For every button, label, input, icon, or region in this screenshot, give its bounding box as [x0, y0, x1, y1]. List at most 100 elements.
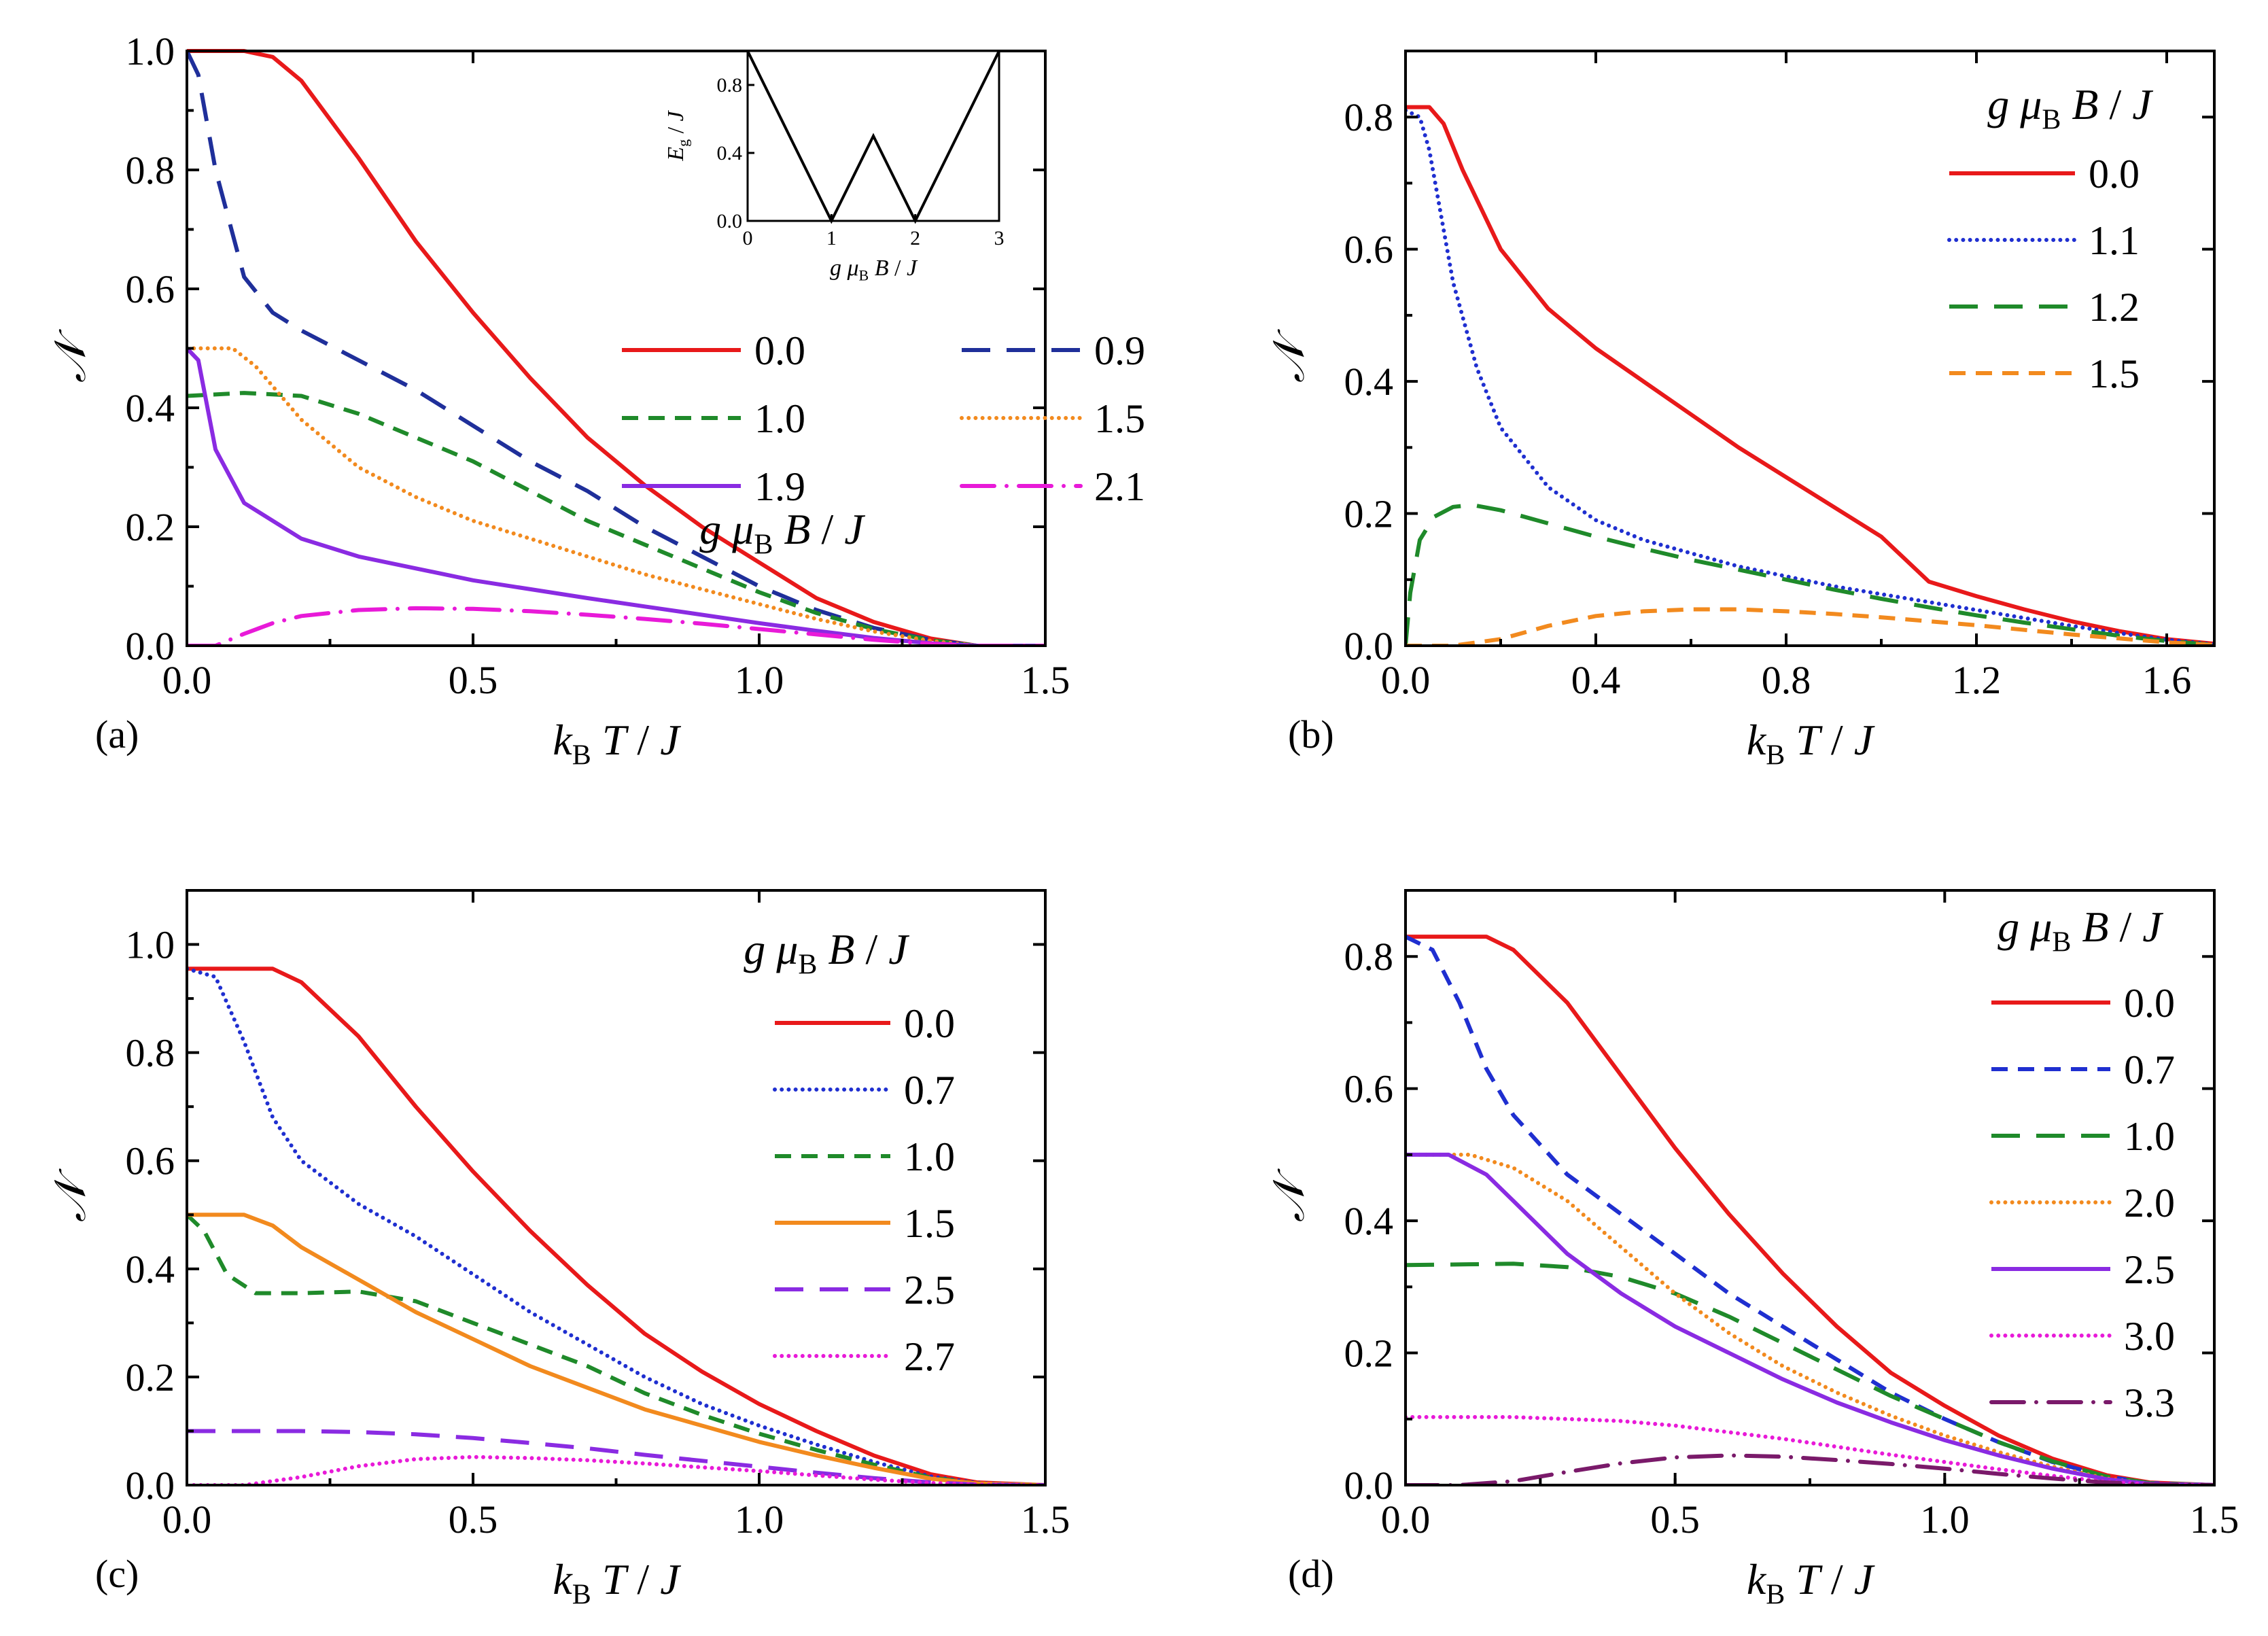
- series-line-1.0: [187, 391, 1045, 646]
- y-axis-label: 𝒩: [1265, 1168, 1313, 1222]
- plot-frame: [1404, 50, 2216, 647]
- panel-label: (a): [95, 712, 139, 756]
- inset-x-tick-label: 2: [910, 227, 920, 249]
- panel-label: (d): [1288, 1552, 1334, 1596]
- series-group: [187, 49, 1045, 646]
- series-line-0.0: [1406, 105, 2214, 646]
- y-tick-label: 0.0: [1344, 624, 1394, 668]
- x-tick-label: 1.5: [1021, 1497, 1070, 1542]
- legend: g μB​ B / J 0.0 0.9 1.0 1.5 1.9 2.1: [622, 328, 1145, 561]
- legend-label: 0.0: [2124, 981, 2175, 1026]
- y-tick-label: 0.0: [126, 624, 175, 668]
- legend-label: 2.0: [2124, 1181, 2175, 1225]
- y-tick-label: 1.0: [126, 29, 175, 73]
- legend-label: 0.0: [754, 328, 805, 373]
- panel-label: (b): [1288, 712, 1334, 756]
- y-tick-label: 1.0: [126, 923, 175, 967]
- series-line-0.7: [187, 967, 1045, 1485]
- series-line-0.9: [187, 50, 1045, 646]
- legend-title: g μB​ B / J: [744, 925, 909, 981]
- x-tick-label: 1.5: [1021, 658, 1070, 702]
- inset-x-tick-label: 0: [743, 227, 753, 249]
- x-axis-label: kB​ T / J: [553, 716, 681, 771]
- legend-label: 0.7: [2124, 1047, 2175, 1092]
- y-tick-label: 0.4: [126, 1247, 175, 1291]
- legend-label: 2.5: [2124, 1247, 2175, 1292]
- x-tick-label: 1.6: [2142, 658, 2192, 702]
- series-line-2.1: [187, 606, 1045, 646]
- x-tick-label: 1.2: [1952, 658, 2002, 702]
- legend-label: 1.0: [2124, 1114, 2175, 1159]
- legend-label: 0.7: [904, 1068, 955, 1113]
- legend-label: 1.5: [904, 1201, 955, 1246]
- panel-b: 0.0 0.4 0.8 1.2 1.6 0.0 0.2 0.4 0.6 0.8 kB​ T / J 𝒩…: [1265, 50, 2216, 771]
- series-line-1.9: [187, 347, 1045, 646]
- inset-y-tick-label: 0.8: [717, 74, 743, 97]
- series-line-2.0: [1406, 1152, 2214, 1485]
- series-line-2.5: [1406, 1152, 2214, 1485]
- series-line-1.5: [187, 346, 1045, 646]
- legend: g μB​ B / J 0.0 0.7 1.0 1.5 2.5 2.7: [744, 925, 955, 1379]
- y-tick-label: 0.8: [1344, 935, 1394, 979]
- series-line-0.7: [1406, 935, 2214, 1485]
- panel-c: 0.0 0.5 1.0 1.5 0.0 0.2 0.4 0.6 0.8 1.0 kB​ T / J 𝒩…: [46, 889, 1070, 1611]
- legend-label: 1.9: [754, 464, 805, 509]
- x-tick-label: 1.0: [735, 658, 784, 702]
- y-tick-label: 0.8: [126, 148, 175, 192]
- x-tick-label: 1.0: [735, 1497, 784, 1542]
- x-tick-label: 0.0: [162, 1497, 212, 1542]
- legend-label: 2.1: [1094, 464, 1145, 509]
- y-axis-label: 𝒩: [46, 1168, 94, 1222]
- series-line-1.0: [1406, 1261, 2214, 1485]
- y-tick-label: 0.2: [1344, 492, 1394, 536]
- series-group: [1406, 935, 2214, 1485]
- legend-label: 1.2: [2089, 285, 2140, 330]
- x-tick-label: 1.5: [2190, 1497, 2239, 1542]
- y-tick-label: 0.0: [1344, 1463, 1394, 1508]
- series-line-1.2: [1406, 502, 2214, 646]
- series-line-3.3: [1406, 1453, 2214, 1485]
- inset-plot: 0 1 2 3 0.0 0.4 0.8 g μB​ B / J Eg​ / J: [663, 50, 1005, 284]
- x-tick-label: 0.0: [1381, 658, 1431, 702]
- series-line-1.5: [1406, 607, 2214, 646]
- legend-label: 0.0: [904, 1001, 955, 1046]
- series-line-1.5: [187, 1213, 1045, 1485]
- series-line-0.0: [187, 967, 1045, 1485]
- plot-frame: [1404, 889, 2216, 1486]
- legend-label: 3.3: [2124, 1380, 2175, 1425]
- y-tick-label: 0.0: [126, 1463, 175, 1508]
- series-line-2.7: [187, 1455, 1045, 1485]
- series-group: [1406, 105, 2214, 646]
- x-axis-label: kB​ T / J: [553, 1555, 681, 1611]
- series-line-0.0: [1406, 935, 2214, 1485]
- x-axis-label: kB​ T / J: [1747, 1555, 1875, 1611]
- inset-y-tick-label: 0.4: [717, 142, 743, 164]
- inset-x-axis-label: g μB​ B / J: [830, 256, 918, 284]
- legend-label: 1.5: [2089, 351, 2140, 396]
- x-tick-label: 0.5: [1650, 1497, 1700, 1542]
- legend-label: 3.0: [2124, 1314, 2175, 1359]
- y-tick-label: 0.6: [1344, 1067, 1394, 1111]
- legend: g μB​ B / J 0.0 0.7 1.0 2.0 2.5 3.0 3.3: [1989, 903, 2175, 1425]
- y-tick-label: 0.8: [1344, 95, 1394, 139]
- series-group: [187, 967, 1045, 1485]
- y-tick-label: 0.4: [1344, 360, 1394, 404]
- inset-x-tick-label: 1: [826, 227, 837, 249]
- legend-label: 0.9: [1094, 328, 1145, 373]
- legend: g μB​ B / J 0.0 1.1 1.2 1.5: [1947, 80, 2153, 396]
- legend-label: 0.0: [2089, 152, 2140, 196]
- inset-y-axis-label: Eg​ / J: [663, 109, 692, 161]
- y-tick-label: 0.6: [126, 1139, 175, 1183]
- y-tick-label: 0.6: [1344, 228, 1394, 272]
- legend-label: 1.0: [754, 396, 805, 441]
- legend-title: g μB​ B / J: [1997, 903, 2163, 958]
- legend-label: 1.0: [904, 1134, 955, 1179]
- inset-x-tick-label: 3: [994, 227, 1005, 249]
- legend-label: 1.5: [1094, 396, 1145, 441]
- panel-d: 0.0 0.5 1.0 1.5 0.0 0.2 0.4 0.6 0.8 kB​ T / J 𝒩 (d)…: [1265, 889, 2239, 1611]
- legend-label: 2.7: [904, 1334, 955, 1379]
- legend-title: g μB​ B / J: [699, 505, 865, 561]
- y-tick-label: 0.8: [126, 1031, 175, 1075]
- x-tick-label: 0.8: [1762, 658, 1811, 702]
